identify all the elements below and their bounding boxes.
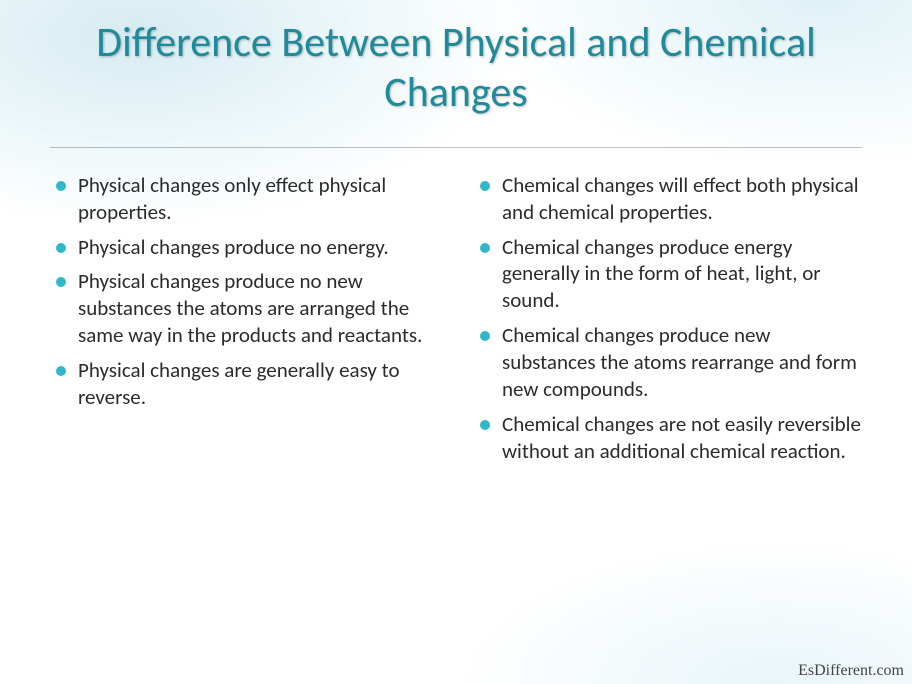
slide-title: Difference Between Physical and Chemical… (50, 18, 862, 119)
list-item: Physical changes produce no energy. (50, 234, 438, 261)
two-column-layout: Physical changes only effect physical pr… (50, 172, 862, 473)
right-column: Chemical changes will effect both physic… (474, 172, 862, 473)
list-item: Physical changes only effect physical pr… (50, 172, 438, 226)
list-item: Chemical changes produce new substances … (474, 322, 862, 403)
list-item: Physical changes produce no new substanc… (50, 268, 438, 349)
slide-content: Difference Between Physical and Chemical… (0, 0, 912, 684)
list-item: Chemical changes will effect both physic… (474, 172, 862, 226)
title-underline (50, 147, 862, 148)
list-item: Chemical changes produce energy generall… (474, 234, 862, 315)
physical-changes-list: Physical changes only effect physical pr… (50, 172, 438, 411)
left-column: Physical changes only effect physical pr… (50, 172, 438, 473)
list-item: Physical changes are generally easy to r… (50, 357, 438, 411)
chemical-changes-list: Chemical changes will effect both physic… (474, 172, 862, 465)
watermark: EsDifferent.com (798, 662, 904, 680)
list-item: Chemical changes are not easily reversib… (474, 411, 862, 465)
